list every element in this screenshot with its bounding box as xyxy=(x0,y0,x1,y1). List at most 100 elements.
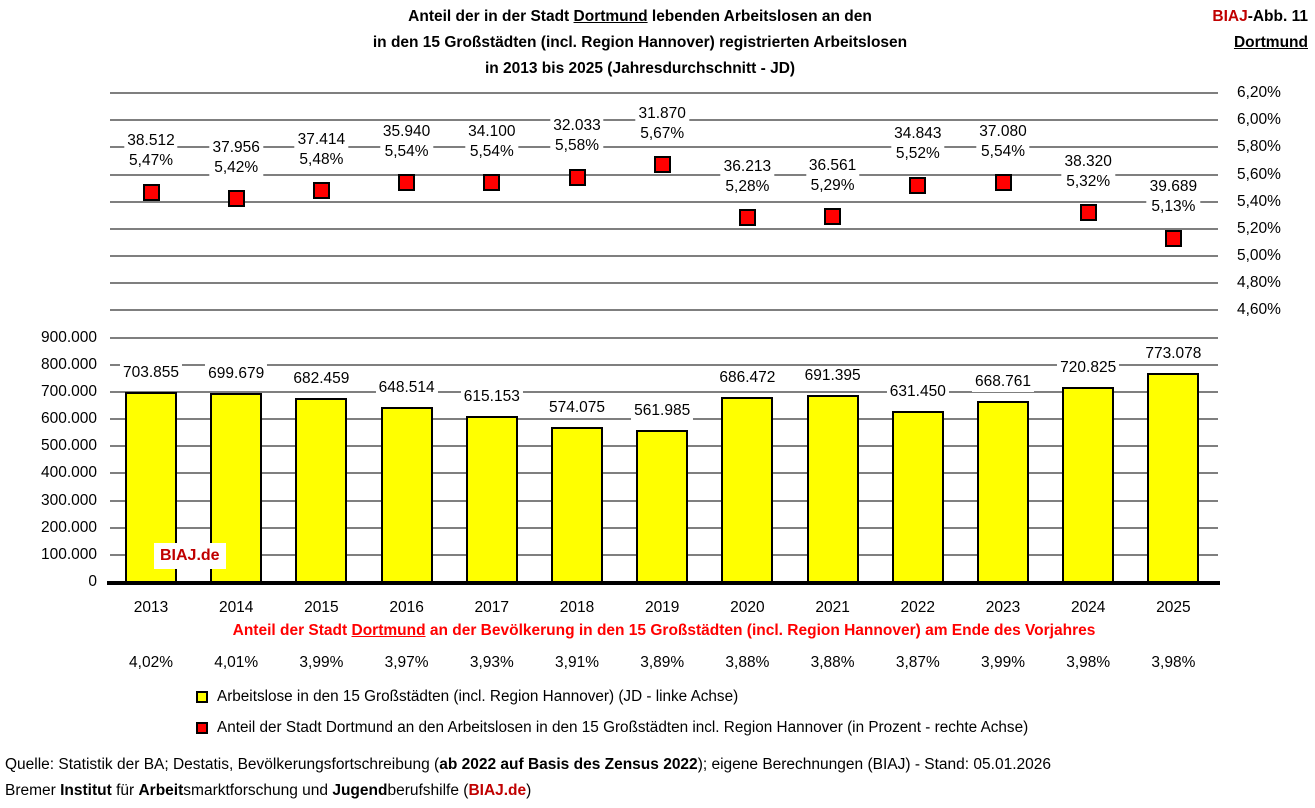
population-share-heading: Anteil der Stadt Dortmund an der Bevölke… xyxy=(232,622,1096,639)
x-axis-year-label: 2022 xyxy=(900,599,936,616)
left-axis-tick-label: 0 xyxy=(88,573,97,590)
left-axis-tick-label: 300.000 xyxy=(40,491,97,509)
gridline xyxy=(110,227,1218,230)
x-axis-year-label: 2018 xyxy=(559,599,595,616)
legend-label-share: Anteil der Stadt Dortmund an den Arbeits… xyxy=(217,719,1029,736)
left-axis-tick-label: 800.000 xyxy=(40,355,97,373)
gridline xyxy=(110,309,1218,312)
gridline xyxy=(110,146,1218,149)
dortmund-share-marker-icon xyxy=(1164,229,1182,247)
bar xyxy=(210,392,263,583)
population-share-value: 3,98% xyxy=(1151,654,1196,671)
legend-item-share: Anteil der Stadt Dortmund an den Arbeits… xyxy=(196,719,1028,737)
left-axis-tick-label: 500.000 xyxy=(40,437,97,455)
marker-value-label: 39.689 5,13% xyxy=(1146,177,1201,218)
dortmund-share-marker-icon xyxy=(1079,204,1097,222)
bar xyxy=(1147,372,1200,583)
x-axis-year-label: 2021 xyxy=(815,599,850,616)
figure-number-label: BIAJ-Abb. 11 Dortmund xyxy=(1212,4,1308,56)
source-line-1: Quelle: Statistik der BA; Destatis, Bevö… xyxy=(5,756,1051,773)
left-axis-tick-label: 700.000 xyxy=(40,382,97,400)
population-share-value: 3,99% xyxy=(299,654,344,671)
bar xyxy=(636,430,689,583)
x-axis-year-label: 2020 xyxy=(730,599,765,616)
bar xyxy=(977,401,1029,583)
legend-marker-yellow-icon xyxy=(196,691,208,703)
population-share-value: 3,97% xyxy=(384,654,429,671)
marker-value-label: 35.940 5,54% xyxy=(379,121,434,162)
bar-value-label: 561.985 xyxy=(631,401,694,422)
bar-value-label: 691.395 xyxy=(801,366,864,387)
dortmund-share-marker-icon xyxy=(738,209,756,227)
population-share-value: 3,88% xyxy=(810,654,855,671)
gridline xyxy=(110,92,1218,94)
population-share-value: 3,87% xyxy=(895,654,940,671)
marker-value-label: 36.561 5,29% xyxy=(805,155,860,196)
left-axis-tick-label: 200.000 xyxy=(40,518,97,536)
bar xyxy=(806,395,859,583)
bar-value-label: 574.075 xyxy=(545,398,609,419)
bar-value-label: 699.679 xyxy=(205,363,268,384)
x-axis-year-label: 2015 xyxy=(304,599,339,616)
bar xyxy=(1062,387,1115,583)
right-axis-tick-label: 5,20% xyxy=(1237,219,1281,237)
gridline xyxy=(110,336,1218,339)
right-axis-tick-label: 4,80% xyxy=(1237,274,1281,292)
gridline xyxy=(110,255,1218,257)
x-axis-year-label: 2023 xyxy=(985,599,1021,616)
bar-value-label: 631.450 xyxy=(886,382,949,403)
left-axis-tick-label: 600.000 xyxy=(40,410,97,427)
dortmund-share-marker-icon xyxy=(227,190,245,208)
marker-value-label: 38.512 5,47% xyxy=(124,131,178,172)
source-line-2: Bremer Institut für Arbeitsmarktforschun… xyxy=(5,781,532,799)
right-axis-tick-label: 5,80% xyxy=(1237,138,1281,156)
dortmund-share-marker-icon xyxy=(653,156,671,174)
x-axis-year-label: 2017 xyxy=(474,599,510,616)
gridline xyxy=(110,390,1218,393)
figure-number-line: BIAJ-Abb. 11 xyxy=(1212,8,1308,25)
dortmund-share-marker-icon xyxy=(483,174,501,192)
bar xyxy=(465,415,518,583)
right-axis-tick-label: 6,00% xyxy=(1237,111,1281,129)
population-share-value: 3,89% xyxy=(640,654,685,671)
marker-value-label: 37.414 5,48% xyxy=(294,129,349,170)
x-axis-year-label: 2016 xyxy=(389,599,424,616)
chart-title: Anteil der in der Stadt Dortmund lebende… xyxy=(0,4,1280,82)
legend-item-bars: Arbeitslose in den 15 Großstädten (incl.… xyxy=(196,688,1028,706)
population-share-value: 4,01% xyxy=(214,654,259,671)
bar-value-label: 773.078 xyxy=(1142,343,1205,364)
legend-marker-red-icon xyxy=(196,722,208,734)
bar-value-label: 686.472 xyxy=(716,367,779,388)
dortmund-share-marker-icon xyxy=(312,182,330,200)
right-axis-tick-label: 5,00% xyxy=(1237,247,1281,264)
bar xyxy=(551,427,603,583)
x-axis-year-label: 2014 xyxy=(218,599,254,616)
population-share-value: 3,98% xyxy=(1066,654,1111,671)
x-axis-year-label: 2013 xyxy=(133,599,169,616)
bar xyxy=(380,406,433,583)
gridline xyxy=(110,173,1218,176)
left-axis-tick-label: 400.000 xyxy=(40,464,97,482)
marker-value-label: 36.213 5,28% xyxy=(720,156,775,197)
right-axis-tick-label: 4,60% xyxy=(1237,301,1281,319)
marker-value-label: 34.843 5,52% xyxy=(891,124,945,165)
bar-value-label: 615.153 xyxy=(460,386,523,407)
marker-value-label: 37.956 5,42% xyxy=(209,137,263,178)
right-axis-tick-label: 5,60% xyxy=(1237,165,1281,183)
legend: Arbeitslose in den 15 Großstädten (incl.… xyxy=(196,688,1028,750)
marker-value-label: 38.320 5,32% xyxy=(1061,151,1115,192)
legend-label-bars: Arbeitslose in den 15 Großstädten (incl.… xyxy=(217,688,739,705)
bar-value-label: 703.855 xyxy=(119,362,183,383)
population-share-value: 3,91% xyxy=(555,654,599,671)
marker-value-label: 34.100 5,54% xyxy=(465,121,519,162)
x-axis-line xyxy=(107,581,1220,585)
dortmund-share-marker-icon xyxy=(909,176,927,194)
bar-value-label: 720.825 xyxy=(1057,358,1120,379)
source-note: Quelle: Statistik der BA; Destatis, Bevö… xyxy=(5,752,1051,803)
bar xyxy=(721,396,774,583)
chart-title-line-3: in 2013 bis 2025 (Jahresdurchschnitt - J… xyxy=(484,60,796,77)
x-axis-year-label: 2025 xyxy=(1156,599,1191,616)
right-axis-tick-label: 6,20% xyxy=(1237,84,1281,101)
